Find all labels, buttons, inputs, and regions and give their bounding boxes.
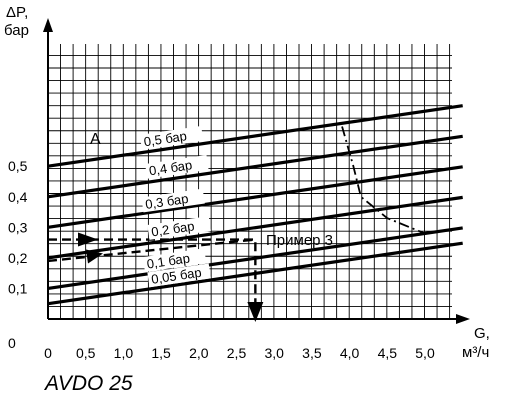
x-tick-label: 4,0 — [340, 345, 360, 361]
series-label: 0,3 бар — [144, 191, 189, 212]
x-axis-label-line2: м³/ч — [462, 344, 489, 361]
example-arrow-down — [247, 302, 264, 322]
x-axis-label-line1: G, — [474, 325, 490, 342]
series-label-bg — [145, 154, 209, 179]
y-tick-label: 0,5 — [8, 158, 28, 174]
example-arrow-diagonal — [86, 249, 103, 264]
series-label-bg — [147, 263, 211, 288]
limit-curve-line — [341, 126, 426, 235]
example-path-secondary — [47, 238, 256, 263]
limit-curve — [341, 126, 426, 235]
x-tick-labels: 0 0,5 1,0 1,5 2,0 2,5 3,0 3,5 4,0 4,5 5,0 — [44, 345, 435, 361]
example-path-main — [48, 238, 257, 319]
series-label: 0,05 бар — [150, 265, 202, 287]
series-line — [47, 165, 463, 229]
x-tick-label: 4,5 — [378, 345, 398, 361]
y-tick-label: 0,4 — [8, 189, 28, 205]
series-label: 0,1 бар — [146, 250, 191, 271]
y-tick-label: 0 — [8, 335, 16, 351]
y-tick-label: 0,2 — [8, 250, 28, 266]
y-tick-labels: 0 0,1 0,2 0,3 0,4 0,5 — [8, 158, 28, 351]
example-path — [47, 232, 264, 322]
series-line — [47, 104, 463, 168]
annotation-a: A — [90, 131, 101, 148]
axes — [43, 18, 470, 324]
x-tick-label: 5,0 — [415, 345, 435, 361]
x-tick-label: 2,0 — [189, 345, 209, 361]
x-tick-label: 1,5 — [151, 345, 171, 361]
series-label: 0,2 бар — [150, 218, 195, 239]
y-tick-label: 0,1 — [8, 280, 28, 296]
x-axis-arrow — [456, 314, 470, 324]
annotation-example: Пример 3 — [266, 232, 333, 249]
y-axis-label-line2: бар — [4, 22, 29, 39]
series-line — [47, 195, 463, 260]
x-tick-label: 2,5 — [227, 345, 247, 361]
y-axis-arrow — [43, 18, 53, 32]
x-tick-label: 1,0 — [114, 345, 134, 361]
y-axis-label-line1: ΔP, — [6, 4, 28, 21]
example-arrow-right — [78, 232, 98, 247]
chart-title: AVDO 25 — [43, 372, 133, 394]
series-line — [47, 134, 463, 199]
series-label-bg — [147, 216, 211, 240]
x-tick-label: 3,0 — [264, 345, 284, 361]
series-label-bg — [139, 125, 204, 150]
series-label: 0,4 бар — [148, 157, 193, 178]
series-label-bg — [142, 248, 207, 272]
grid — [47, 44, 452, 320]
x-tick-label: 3,5 — [302, 345, 322, 361]
x-tick-label: 0,5 — [76, 345, 96, 361]
y-tick-label: 0,3 — [8, 219, 28, 235]
series-label-bg — [141, 188, 205, 213]
x-tick-label: 0 — [44, 345, 52, 361]
series-label: 0,5 бар — [143, 128, 188, 149]
